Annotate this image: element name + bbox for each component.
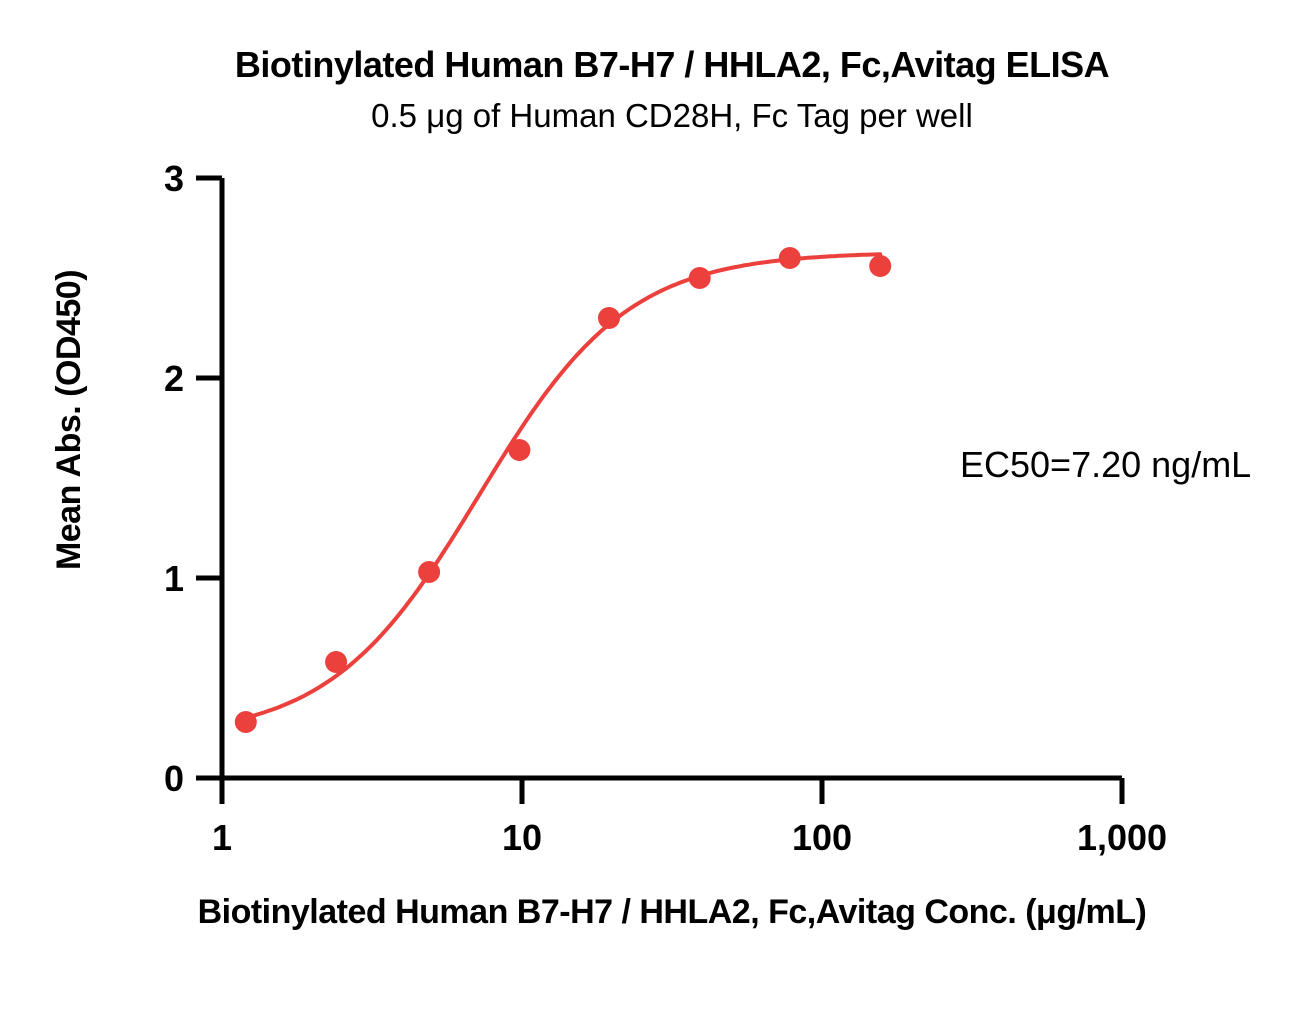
x-tick-label: 100 [792, 817, 852, 858]
data-point [325, 651, 348, 673]
figure-title: Biotinylated Human B7-H7 / HHLA2, Fc,Avi… [234, 44, 1110, 85]
data-point [508, 439, 531, 461]
y-tick-label: 0 [164, 758, 184, 799]
data-point [418, 561, 441, 583]
y-tick-label: 3 [164, 158, 184, 199]
y-axis-title: Mean Abs. (OD450) [50, 269, 88, 571]
x-axis-title: Biotinylated Human B7-H7 / HHLA2, Fc,Avi… [197, 893, 1147, 931]
data-point [869, 255, 892, 277]
fit-curve [243, 252, 883, 720]
x-tick-label: 1 [212, 817, 232, 858]
figure-subtitle: 0.5 μg of Human CD28H, Fc Tag per well [371, 97, 973, 134]
data-point [234, 711, 257, 733]
x-tick-label: 10 [502, 817, 542, 858]
y-tick-label: 1 [164, 558, 184, 599]
data-point [778, 247, 801, 269]
data-point [598, 307, 620, 329]
x-tick-label: 1,000 [1077, 817, 1167, 858]
ec50-annotation: EC50=7.20 ng/mL [960, 444, 1252, 485]
y-tick-label: 2 [164, 358, 184, 399]
data-point [688, 267, 711, 289]
